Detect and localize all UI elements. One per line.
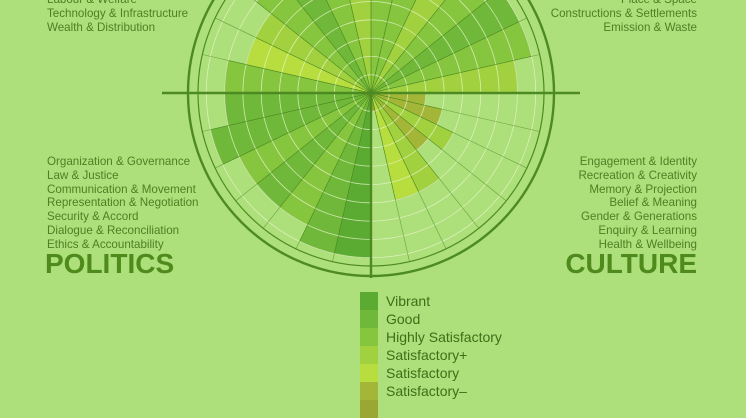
grid-spoke <box>370 92 480 229</box>
grid-spoke <box>325 0 372 94</box>
grid-spoke <box>370 0 417 94</box>
politics-label-2: Communication & Movement <box>47 182 196 196</box>
economics-label-2: Wealth & Distribution <box>47 20 156 34</box>
grid-spoke <box>296 0 372 94</box>
culture-label-5: Enquiry & Learning <box>598 223 697 237</box>
top-left-labels: Labour & WelfareTechnology & Infrastruct… <box>47 0 188 34</box>
grid-group <box>162 0 580 278</box>
legend-swatch <box>360 400 378 418</box>
culture-label-0: Engagement & Identity <box>579 155 697 168</box>
politics-labels: Organization & Governance Law & Justice Co… <box>47 155 198 252</box>
legend-label: Highly Satisfactory <box>386 329 502 345</box>
grid-spoke <box>262 92 372 229</box>
legend-swatch <box>360 328 378 346</box>
legend-swatch <box>360 364 378 382</box>
grid-spoke <box>370 92 447 250</box>
grid-spoke <box>202 54 372 94</box>
culture-label-6: Health & Wellbeing <box>598 237 697 251</box>
grid-spoke <box>370 0 489 94</box>
grid-spoke <box>332 92 372 262</box>
grid-spoke <box>253 0 372 94</box>
politics-label-3: Representation & Negotiation <box>47 196 199 210</box>
culture-label-4: Gender & Generations <box>580 210 697 224</box>
legend-swatch <box>360 346 378 364</box>
economics-label-1: Technology & Infrastructure <box>47 6 189 20</box>
circles-of-sustainability-chart <box>162 0 580 278</box>
grid-spoke <box>370 92 507 202</box>
culture-label-3: Belief & Meaning <box>609 196 697 210</box>
politics-label-1: Law & Justice <box>47 168 119 182</box>
economics-label-0: Labour & Welfare <box>47 0 188 7</box>
legend-label: Vibrant <box>386 293 431 309</box>
grid-spoke <box>214 92 372 169</box>
politics-label-6: Ethics & Accountability <box>47 237 164 251</box>
grid-spoke <box>202 92 372 132</box>
grid-spoke <box>235 92 372 202</box>
top-right-labels: Place & SpaceConstructions & Settlements… <box>551 0 697 34</box>
legend-label: Satisfactory+ <box>386 347 468 363</box>
politics-label-4: Security & Accord <box>47 210 139 224</box>
grid-spoke <box>370 0 393 94</box>
legend-label: Satisfactory– <box>386 383 467 399</box>
grid-spoke <box>370 17 528 94</box>
ecology-label-2: Emission & Waste <box>603 20 697 34</box>
culture-heading: CULTURE <box>565 248 697 279</box>
culture-labels: Engagement & Identity Recreation & Creati… <box>578 155 697 252</box>
grid-spoke <box>370 92 410 262</box>
politics-label-5: Dialogue & Reconciliation <box>47 223 180 237</box>
legend-swatch <box>360 382 378 400</box>
politics-label-0: Organization & Governance <box>47 155 191 168</box>
legend-swatch <box>360 292 378 310</box>
grid-spoke <box>349 0 372 94</box>
grid-spoke <box>295 92 372 250</box>
culture-label-2: Memory & Projection <box>589 182 697 196</box>
grid-spoke <box>370 0 446 94</box>
culture-label-1: Recreation & Creativity <box>578 168 697 182</box>
politics-heading: POLITICS <box>45 248 175 279</box>
ecology-label-1: Constructions & Settlements <box>550 6 697 20</box>
legend-label: Good <box>386 311 421 327</box>
grid-spoke <box>214 17 372 94</box>
grid-spoke <box>370 92 540 132</box>
grid-spoke <box>370 54 540 94</box>
legend-label: Satisfactory <box>386 365 460 381</box>
grid-spoke <box>370 92 528 169</box>
ecology-label-0: Place & Space <box>551 0 697 7</box>
legend-swatch <box>360 310 378 328</box>
